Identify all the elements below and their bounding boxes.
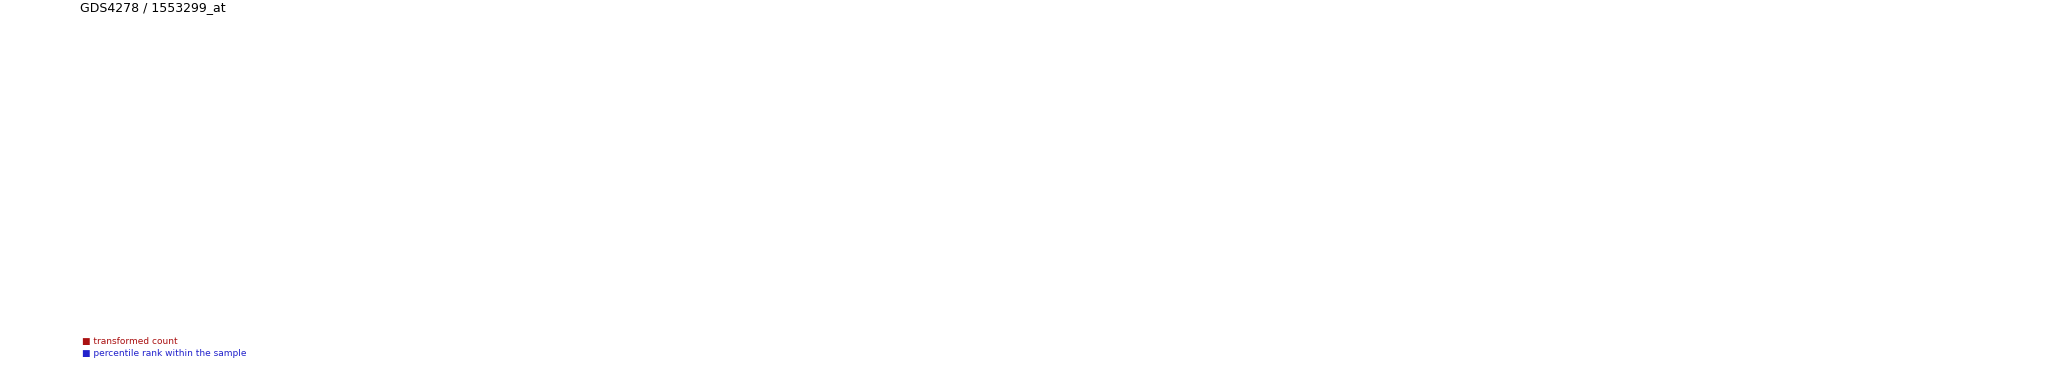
Text: ■ transformed count: ■ transformed count xyxy=(82,337,178,346)
Text: GDS4278 / 1553299_at: GDS4278 / 1553299_at xyxy=(80,1,225,14)
Text: ■ percentile rank within the sample: ■ percentile rank within the sample xyxy=(82,349,246,358)
